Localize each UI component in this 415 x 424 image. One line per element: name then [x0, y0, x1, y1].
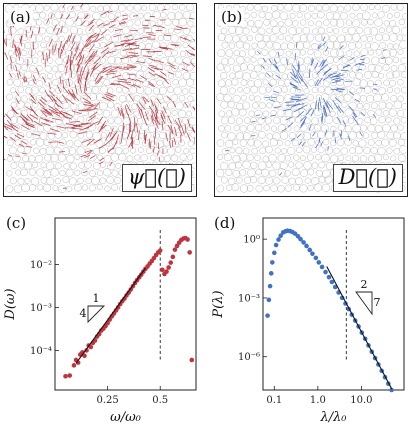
y-tick-label: 10⁻² [30, 260, 52, 271]
arrow-field [4, 4, 195, 189]
slope-triangle [355, 291, 373, 316]
data-point [307, 247, 313, 253]
data-point [268, 271, 274, 276]
slope-rise-label: 7 [374, 296, 381, 309]
y-tick-label: 10⁰ [243, 235, 260, 246]
data-point [272, 250, 277, 256]
data-point [278, 233, 283, 238]
data-point [88, 344, 94, 350]
x-tick-label: 0.1 [266, 395, 282, 406]
x-tick-label: 0.25 [96, 395, 118, 406]
data-point [316, 260, 322, 265]
y-axis-label: D(ω) [3, 288, 18, 320]
data-point [82, 353, 87, 359]
x-axis-label: ω/ω₀ [110, 410, 142, 424]
data-point [185, 237, 190, 242]
slope-run-label: 2 [361, 278, 368, 291]
y-axis-label: P(λ) [211, 290, 226, 318]
mode-field-image [4, 4, 195, 194]
data-point [168, 260, 174, 265]
data-point [63, 373, 68, 379]
chart-c-plot: 0.25 0.5 10⁻⁴ 10⁻³ 10⁻² ω/ω₀ D(ω) 14 [3, 217, 197, 424]
panel-a-mode-field: (a) ψ⃗(𝓜) [3, 3, 197, 197]
data-point [301, 240, 306, 245]
data-point [267, 283, 273, 289]
data-point [313, 255, 319, 261]
data-point [187, 250, 192, 255]
data-point [67, 373, 73, 378]
data-point [84, 348, 89, 353]
y-tick-label: 10⁻⁴ [30, 346, 52, 357]
data-point [319, 264, 325, 270]
x-axis-label: λ/λ₀ [319, 410, 347, 424]
chart-d-panel-label: (d) [214, 214, 236, 232]
slope-run-label: 1 [93, 292, 100, 305]
data-point [298, 236, 303, 242]
data-point [304, 243, 309, 249]
plot-frame [54, 217, 197, 391]
data-point [115, 305, 121, 310]
particle-packing [215, 4, 406, 193]
panel-a-label: (a) [8, 8, 33, 26]
data-point [266, 297, 272, 303]
data-point [166, 265, 171, 270]
data-point [329, 279, 335, 285]
data-point [265, 313, 270, 318]
chart-d-distribution: 0.1 1.0 10.0 10⁰ 10⁻³ 10⁻⁶ λ/λ₀ P(λ) 2 7 (d) [208, 210, 413, 424]
arrow-field [225, 36, 387, 176]
data-point [389, 387, 394, 393]
data-point [270, 260, 275, 265]
panel-b-label: (b) [219, 8, 245, 26]
slope-triangle [87, 305, 106, 324]
displacement-field-image [215, 4, 406, 193]
data-point [332, 284, 338, 290]
data-point [172, 247, 178, 252]
plot-frame [262, 217, 405, 391]
panel-b-displacement-field: (b) D⃗(𝓐) [214, 3, 408, 197]
chart-c-density-of-states: 0.25 0.5 10⁻⁴ 10⁻³ 10⁻² ω/ω₀ D(ω) 1 4 (c) [0, 210, 205, 424]
y-tick-label: 10⁻³ [30, 303, 52, 314]
x-tick-label: 10.0 [350, 395, 372, 406]
data-point [310, 251, 315, 257]
data-point [273, 242, 279, 248]
data-point [323, 269, 328, 275]
power-law-fit [75, 267, 146, 364]
data-point [157, 248, 163, 253]
panel-a-field-label: ψ⃗(𝓜) [121, 164, 192, 192]
data-point [160, 267, 165, 273]
data-point [164, 269, 169, 274]
x-tick-label: 1.0 [310, 395, 326, 406]
data-point [189, 357, 195, 363]
y-tick-label: 10⁻³ [238, 293, 260, 304]
data-point [71, 363, 77, 368]
slope-rise-label: 4 [80, 307, 87, 320]
power-law-fit [326, 266, 393, 390]
data-point [276, 237, 281, 242]
data-point [326, 274, 332, 280]
chart-d-plot: 0.1 1.0 10.0 10⁰ 10⁻³ 10⁻⁶ λ/λ₀ P(λ) 27 [211, 217, 405, 424]
chart-c-panel-label: (c) [6, 214, 27, 232]
panel-b-field-label: D⃗(𝓐) [332, 164, 403, 192]
y-tick-label: 10⁻⁶ [238, 352, 260, 363]
data-point [170, 254, 176, 260]
x-tick-label: 0.5 [152, 395, 168, 406]
